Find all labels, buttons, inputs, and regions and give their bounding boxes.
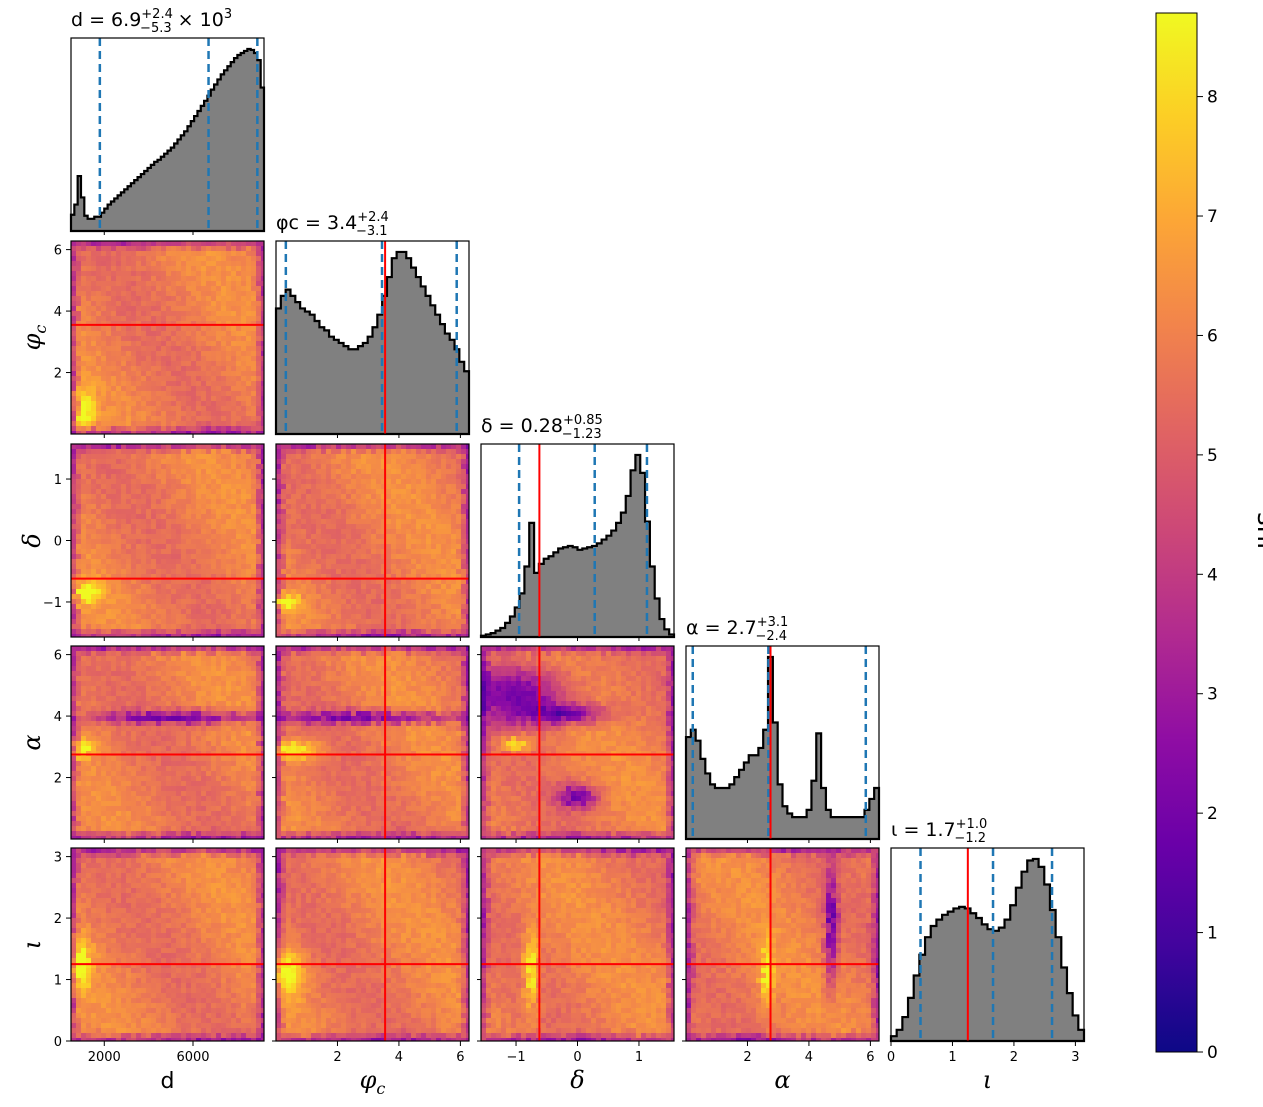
xtick-label: 0 <box>887 1050 895 1065</box>
xtick-label: 4 <box>395 1050 403 1065</box>
scatter-panel-d-iota <box>70 847 265 1042</box>
hist-fill <box>71 48 264 231</box>
scatter-points <box>71 848 264 1041</box>
colorbar-tick-label: 4 <box>1207 565 1218 585</box>
hist-border <box>685 645 880 840</box>
hist-panel-phi_c: φc = 3.4+2.4 −3.1 <box>274 210 471 436</box>
scatter-panel-d-phi_c <box>70 240 265 435</box>
hist-fill <box>276 251 469 434</box>
hist-step <box>889 857 1086 1043</box>
hist-panel-alpha: α = 2.7+3.1 −2.4 <box>684 615 881 841</box>
scatter-panel-phi_c-delta <box>275 443 470 638</box>
xtick-label: 2000 <box>88 1050 121 1065</box>
panel-title-d: d = 6.9+2.4 −5.3 × 103 <box>71 7 232 36</box>
panel-title-phi_c: φc = 3.4+2.4 −3.1 <box>276 210 389 239</box>
ytick-label: 3 <box>54 851 62 866</box>
colorbar-tick-label: 5 <box>1207 446 1218 466</box>
xtick-label: 2 <box>1010 1050 1018 1065</box>
scatter-panel-phi_c-iota <box>275 847 470 1042</box>
ytick-label: 2 <box>54 912 62 927</box>
colorbar-tick-label: 6 <box>1207 326 1218 346</box>
ytick-label: 6 <box>54 649 62 664</box>
scatter-points <box>71 444 264 637</box>
xlabel-phi_c: φc <box>360 1066 386 1098</box>
ytick-label: 4 <box>54 710 62 725</box>
colorbar-tick-label: 3 <box>1207 685 1218 705</box>
colorbar: 0 1 2 3 4 5 6 7 8 snr <box>1155 12 1263 1063</box>
colorbar-gradient <box>1155 12 1198 1053</box>
scatter-points <box>276 646 469 839</box>
hist-fill <box>686 656 879 839</box>
scatter-points <box>71 241 264 434</box>
xtick-label: 4 <box>805 1050 813 1065</box>
scatter-points <box>481 848 674 1041</box>
scatter-points <box>686 848 879 1041</box>
ylabel-phi_c: φc <box>18 325 50 351</box>
xtick-label: 1 <box>948 1050 956 1065</box>
ytick-label: −1 <box>43 596 62 611</box>
colorbar-tick-label: 7 <box>1207 207 1218 227</box>
scatter-points <box>276 848 469 1041</box>
xlabel-delta: δ <box>570 1066 584 1094</box>
hist-step <box>684 655 881 841</box>
xtick-label: 0 <box>573 1050 581 1065</box>
xlabel-iota: ι <box>983 1066 992 1094</box>
xtick-label: 2 <box>743 1050 751 1065</box>
ylabel-alpha: α <box>18 734 46 750</box>
xtick-label: 6 <box>456 1050 464 1065</box>
xlabel-alpha: α <box>774 1066 790 1094</box>
scatter-panel-d-delta <box>70 443 265 638</box>
scatter-panel-alpha-iota <box>685 847 880 1042</box>
ytick-label: 2 <box>54 367 62 382</box>
ytick-label: 1 <box>54 473 62 488</box>
ytick-label: 6 <box>54 244 62 259</box>
scatter-points <box>276 444 469 637</box>
panel-title-alpha: α = 2.7+3.1 −2.4 <box>686 615 788 644</box>
colorbar-tick-label: 2 <box>1207 804 1218 824</box>
scatter-points <box>481 646 674 839</box>
xtick-label: 1 <box>635 1050 643 1065</box>
xtick-label: −1 <box>506 1050 525 1065</box>
hist-panel-iota: ι = 1.7+1.0 −1.2 <box>889 817 1086 1043</box>
hist-border <box>70 37 265 232</box>
xtick-label: 3 <box>1071 1050 1079 1065</box>
hist-step <box>479 453 676 639</box>
scatter-border <box>275 645 470 840</box>
scatter-border <box>70 645 265 840</box>
scatter-border <box>685 847 880 1042</box>
ytick-label: 2 <box>54 772 62 787</box>
scatter-border <box>70 847 265 1042</box>
scatter-panel-delta-iota <box>480 847 675 1042</box>
colorbar-tick-label: 0 <box>1207 1043 1218 1063</box>
hist-step <box>274 250 471 436</box>
hist-border <box>275 240 470 435</box>
hist-border <box>890 847 1085 1042</box>
ytick-label: 4 <box>54 305 62 320</box>
scatter-border <box>275 847 470 1042</box>
colorbar-label: snr <box>1251 512 1263 553</box>
ylabel-delta: δ <box>18 533 46 547</box>
ytick-label: 0 <box>54 1035 62 1050</box>
scatter-border <box>70 240 265 435</box>
ylabel-iota: ι <box>18 940 46 949</box>
scatter-panel-d-alpha <box>70 645 265 840</box>
hist-panel-d: d = 6.9+2.4 −5.3 × 103 <box>69 7 266 233</box>
colorbar-tick-label: 8 <box>1207 88 1218 108</box>
ytick-label: 1 <box>54 974 62 989</box>
hist-fill <box>891 858 1084 1041</box>
scatter-panel-phi_c-alpha <box>275 645 470 840</box>
panel-title-iota: ι = 1.7+1.0 −1.2 <box>891 817 987 846</box>
hist-step <box>69 47 266 233</box>
xtick-label: 6 <box>866 1050 874 1065</box>
panel-title-delta: δ = 0.28+0.85 −1.23 <box>481 413 603 442</box>
xtick-label: 2 <box>333 1050 341 1065</box>
scatter-panel-delta-alpha <box>480 645 675 840</box>
hist-panel-delta: δ = 0.28+0.85 −1.23 <box>479 413 676 639</box>
xtick-label: 6000 <box>176 1050 209 1065</box>
ytick-label: 0 <box>54 535 62 550</box>
colorbar-tick-label: 1 <box>1207 924 1218 944</box>
scatter-points <box>71 646 264 839</box>
xlabel-d: d <box>161 1069 175 1094</box>
